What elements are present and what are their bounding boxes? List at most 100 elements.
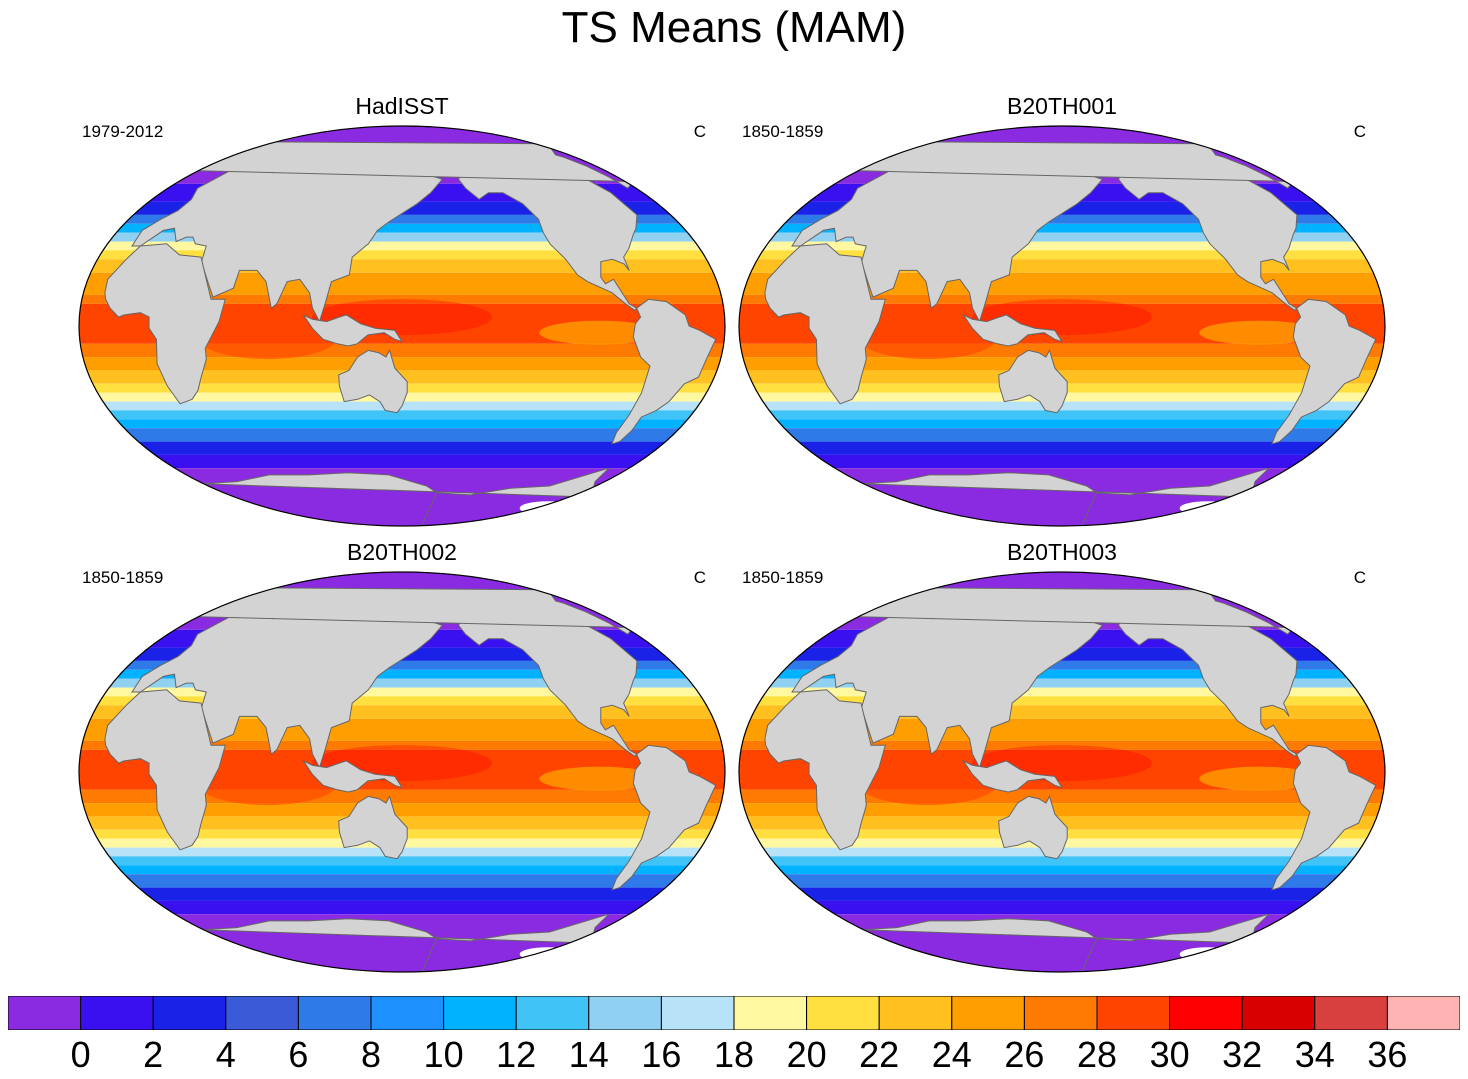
ice-shelf [1179, 947, 1236, 962]
land-africa [764, 243, 886, 405]
sst-band [739, 441, 1385, 455]
ice-shelf [1179, 501, 1236, 516]
colorbar [8, 996, 1460, 1030]
sst-band [739, 357, 1385, 371]
sst-band [79, 250, 725, 260]
sst-band [79, 900, 725, 915]
land-africa [764, 689, 886, 851]
sst-band [79, 272, 725, 295]
colorbar-box [951, 996, 1025, 1030]
map-panel-b20th001: B20TH001 1850-1859 C [734, 92, 1390, 532]
sst-band [739, 214, 1385, 224]
colorbar-box [370, 996, 445, 1030]
cold-tongue [539, 320, 660, 345]
sst-band [739, 865, 1385, 875]
land-indonesia [301, 313, 404, 347]
sst-band [79, 660, 725, 670]
sst-band [739, 223, 1385, 233]
land-antarctica [861, 913, 1270, 972]
colorbar-box [588, 996, 662, 1030]
sst-band [79, 214, 725, 224]
sst-band [739, 272, 1385, 295]
indian-ocean-warm [857, 761, 998, 806]
ice-shelf [519, 947, 576, 962]
land-samerica [1271, 298, 1377, 445]
map-panel-b20th003: B20TH003 1850-1859 C [734, 538, 1390, 978]
colorbar-box [806, 996, 880, 1030]
sst-band [79, 454, 725, 469]
land-australia [338, 795, 408, 860]
land-indonesia [961, 759, 1064, 793]
map-panel-hadisst: HadISST 1979-2012 C [74, 92, 730, 532]
panel-units: C [693, 122, 706, 141]
colorbar-tick-label: 20 [786, 1034, 827, 1075]
colorbar-box [1241, 996, 1316, 1030]
sst-band [79, 441, 725, 455]
figure-title: TS Means (MAM) [561, 3, 907, 52]
panel-units: C [1353, 568, 1366, 587]
panel-title: B20TH002 [347, 539, 457, 565]
map-outline [78, 125, 726, 527]
colorbar-tick-label: 22 [859, 1034, 900, 1075]
sst-band [739, 687, 1385, 697]
sst-band [79, 410, 725, 420]
panel-title: B20TH003 [1007, 539, 1117, 565]
sst-band [79, 696, 725, 706]
sst-band [79, 856, 725, 866]
sst-band [79, 232, 725, 242]
sst-band [739, 428, 1385, 442]
colorbar-tick-label: 18 [713, 1034, 755, 1075]
land-antarctica [201, 913, 610, 972]
colorbar-tick-label: 32 [1222, 1034, 1263, 1075]
sst-band [739, 874, 1385, 888]
land-indonesia [961, 313, 1064, 347]
land-samerica [611, 298, 717, 445]
cold-tongue [1199, 766, 1320, 791]
colorbar-tick-label: 24 [931, 1034, 972, 1075]
colorbar-tick-label: 6 [288, 1034, 309, 1075]
sst-band [739, 468, 1385, 526]
land-antarctica [201, 467, 610, 526]
colorbar-tick-label: 8 [360, 1034, 382, 1075]
sst-band [739, 232, 1385, 242]
land-africa [104, 243, 226, 405]
sst-band [739, 740, 1385, 750]
colorbar-tick-label: 36 [1367, 1034, 1408, 1075]
sst-band [79, 687, 725, 697]
sst-band [739, 718, 1385, 741]
sst-band [79, 241, 725, 251]
sst-band [79, 718, 725, 741]
colorbar-box [1023, 996, 1098, 1030]
sst-band [739, 887, 1385, 901]
map-outline [738, 571, 1386, 973]
colorbar-box [225, 996, 299, 1030]
sst-band [79, 678, 725, 688]
sst-band [79, 294, 725, 304]
panel-period: 1850-1859 [742, 568, 824, 587]
colorbar-tick-label: 12 [496, 1034, 537, 1075]
map-outline [78, 571, 726, 973]
world-map [738, 571, 1386, 973]
colorbar-tick-label: 10 [423, 1034, 464, 1075]
cold-tongue [1199, 320, 1320, 345]
sst-band [739, 241, 1385, 251]
world-map [78, 571, 726, 973]
sst-band [739, 454, 1385, 469]
sst-band [739, 419, 1385, 429]
colorbar-tick-label: 0 [70, 1034, 91, 1075]
land-australia [998, 795, 1068, 860]
land-samerica [1271, 744, 1377, 891]
colorbar-tick-label: 30 [1149, 1034, 1190, 1075]
panel-period: 1850-1859 [82, 568, 164, 587]
colorbar-box [515, 996, 590, 1030]
colorbar-tick-label: 14 [568, 1034, 609, 1075]
sst-band [739, 900, 1385, 915]
sst-band [739, 678, 1385, 688]
indian-ocean-warm [197, 315, 338, 360]
sst-band [79, 223, 725, 233]
panel-period: 1850-1859 [742, 122, 824, 141]
panel-title: B20TH001 [1007, 93, 1117, 119]
sst-band [79, 669, 725, 679]
ice-shelf [519, 501, 576, 516]
sst-band [79, 914, 725, 972]
